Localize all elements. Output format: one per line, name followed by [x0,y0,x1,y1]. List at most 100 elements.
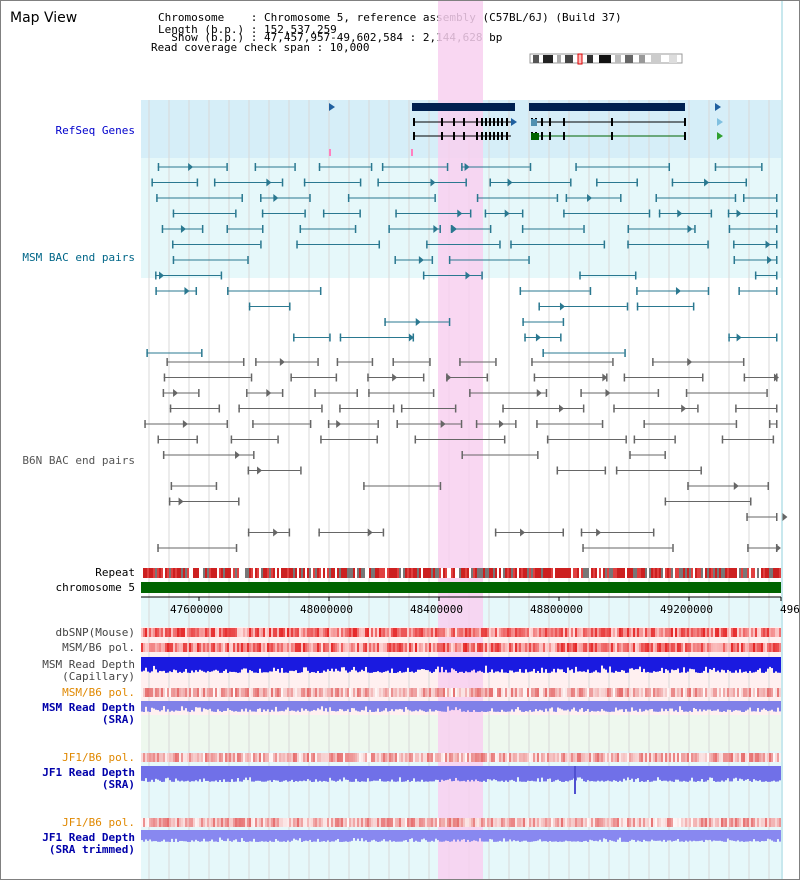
msm-bac-pair-end [776,225,778,233]
b6n-bac-pair-end [339,404,341,413]
msm-bac-pair-arrow [677,209,683,218]
b6n-bac-pair-end [486,373,489,382]
b6n-bac-pair-end [459,358,461,366]
msm-bac-pair-end [261,225,264,233]
b6n-bac-pair-end [356,389,358,397]
msm-read-depth-sra-label: MSM Read Depth [42,701,135,714]
b6n-bac-pair-arrow [498,420,504,428]
msm-bac-pair-arrow [587,194,593,202]
b6n-bac-pair-end [582,404,585,413]
b6n-bac-pair-end [318,528,320,537]
msm-bac-pair-arrow [188,163,194,171]
refseq-genes-label[interactable]: RefSeq Genes [55,124,135,137]
b6n-bac-pair-end [562,528,565,537]
msm-bac-pair-end [370,163,373,171]
msm-bac-pair-end [448,318,451,326]
b6n-bac-pair-end [643,420,645,428]
msm-bac-pair-end [172,240,174,249]
msm-bac-pair-end [499,240,501,249]
b6n-bac-pair-arrow [773,373,779,382]
b6n-bac-pair-end [494,528,497,537]
b6n-bac-pair-end [766,389,768,397]
b6n-bac-pair-end [392,404,395,413]
msm-bac-pair-end [469,209,472,218]
jf1-b6-pol-trimmed-label: JF1/B6 pol. [62,816,135,829]
msm-bac-pair-arrow [687,225,693,233]
msm-bac-pair-end [521,209,524,218]
msm-bac-pair-end [668,163,671,171]
b6n-bac-pair-end [382,528,385,537]
msm-bac-pair-end [522,318,524,326]
exon [497,132,499,140]
msm-bac-pair-end [626,302,629,311]
b6n-bac-pair-end [545,389,548,397]
msm-bac-pair-end [235,209,237,218]
msm-bac-pair-end [388,225,390,233]
chromosome-bar [141,582,781,593]
axis-tick-label: 48400000 [410,603,463,616]
exon [453,118,455,126]
b6n-bac-pair-end [320,435,322,444]
b6n-bac-pair-end [687,482,689,490]
exon [684,118,686,126]
msm-bac-pair-arrow [180,225,186,233]
b6n-bac-pair-arrow [279,358,285,366]
msm-bac-pair-arrow [415,318,421,326]
b6n-bac-pair-end [776,513,778,521]
axis-tick-label: 48000000 [300,603,353,616]
gene-mark [411,149,413,156]
msm-bac-pair-arrow [767,256,773,264]
exon [489,132,491,140]
b6n-bac-pair-end [533,373,536,382]
b6n-bac-end-pairs-track [144,358,788,552]
exon [549,118,551,126]
b6n-bac-pair-end [772,435,775,444]
msm-bac-pair-end [776,194,778,202]
msm-bac-pair-end [294,163,296,171]
b6n-bac-pair-end [697,404,699,413]
exon [493,132,495,140]
msm-bac-pair-end [318,163,321,171]
trimmed-sublabel: (SRA trimmed) [48,843,135,856]
b6n-bac-pair-arrow [173,389,179,397]
gene-arrow [329,103,335,111]
msm-bac-pair-end [728,225,731,233]
msm-bac-pair-end [692,302,695,311]
exon [441,132,443,140]
b6n-bac-pair-end [664,497,667,506]
b6n-bac-pair-end [247,466,250,475]
msm-bac-end-pairs-label[interactable]: MSM BAC end pairs [22,251,135,264]
b6n-bac-pair-arrow [367,528,373,537]
repeat-track [141,568,781,578]
b6n-bac-pair-arrow [520,528,526,537]
exon [501,132,503,140]
msm-bac-pair-end [196,178,199,187]
b6n-bac-pair-arrow [336,420,342,428]
chromosome-ideogram[interactable] [529,53,685,65]
exon [563,118,565,126]
msm-bac-pair-end [560,333,562,342]
exon [463,118,465,126]
msm-bac-pair-end [707,287,710,295]
msm-bac-pair-end [155,287,157,295]
b6n-bac-pair-end [226,420,229,428]
b6n-bac-pair-end [495,358,497,366]
msm-bac-pair-end [484,209,487,218]
msm-bac-pair-end [422,271,425,280]
msm-bac-pair-end [289,302,291,311]
b6n-bac-end-pairs-label[interactable]: B6N BAC end pairs [22,454,135,467]
length-info: Length (b.p.) : 152,537,259 [158,23,337,36]
msm-bac-pair-end [296,240,298,249]
b6n-bac-pair-arrow [733,482,739,490]
b6n-bac-pair-end [735,404,737,413]
track-area[interactable] [141,1,799,879]
b6n-bac-pair-end [235,544,238,552]
msm-bac-pair-end [636,302,639,311]
repeat-label: Repeat [95,566,135,579]
exon [531,133,539,140]
msm-bac-pair-end [247,256,249,264]
msm-bac-pair-end [359,178,362,187]
exon [506,118,508,126]
msm-bac-pair-end [309,194,311,202]
b6n-bac-pair-arrow [596,528,602,537]
